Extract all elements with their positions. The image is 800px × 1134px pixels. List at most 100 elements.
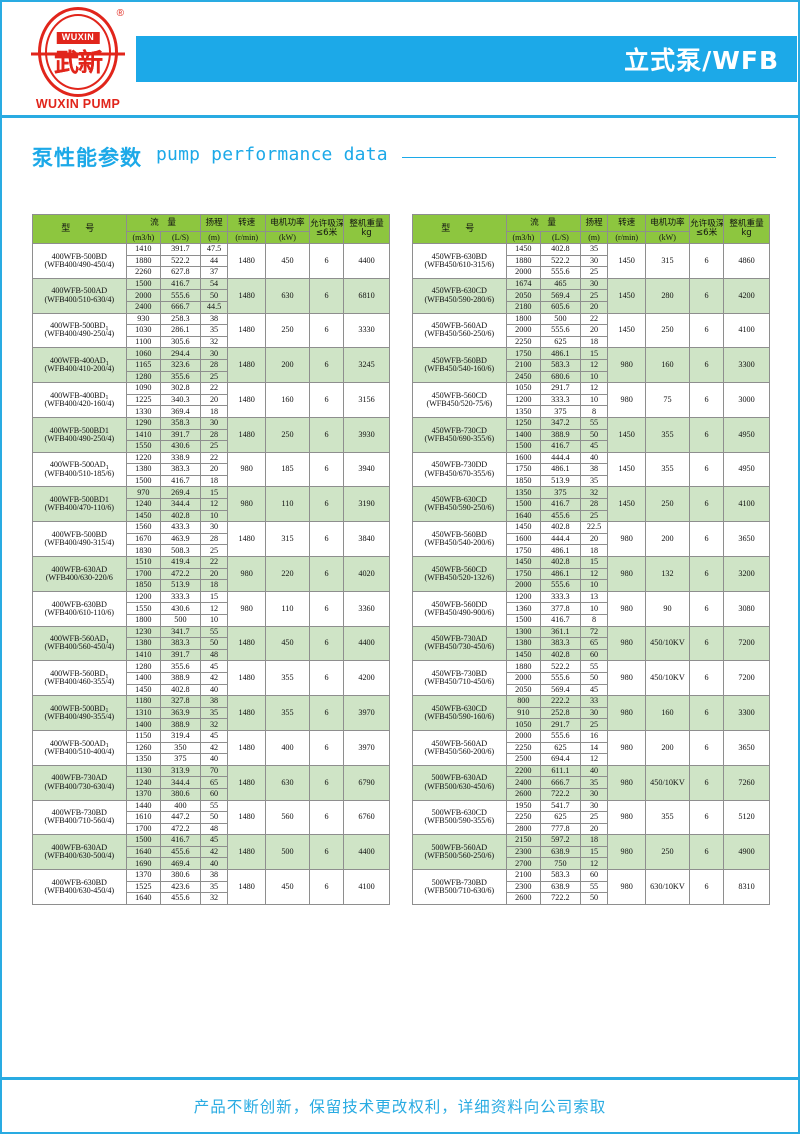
cell-speed: 980 xyxy=(607,660,646,697)
cell-flow-ls: 541.7 xyxy=(540,799,581,813)
cell-suction: 6 xyxy=(689,556,725,592)
cell-flow-ls: 555.6 xyxy=(540,266,581,279)
cell-weight: 7260 xyxy=(723,764,770,801)
cell-power: 220 xyxy=(264,556,311,592)
cell-head: 38 xyxy=(199,695,229,708)
cell-suction: 6 xyxy=(689,451,725,488)
cell-flow-m3h: 1450 xyxy=(505,521,542,534)
model-spec: (WFB400/630-500/4) xyxy=(44,851,115,861)
model-subscript: 1 xyxy=(105,672,109,680)
cell-speed: 980 xyxy=(607,625,646,662)
cell-flow-m3h: 1330 xyxy=(125,405,162,418)
cell-flow-ls: 555.6 xyxy=(540,729,581,743)
cell-head: 50 xyxy=(199,289,229,302)
table-row: 910 252.8 30 xyxy=(413,706,770,720)
table-row: 450WFB-730BD (WFB450/710-450/6) 1880 522.2 5… xyxy=(412,660,770,697)
cell-weight: 4400 xyxy=(343,834,390,871)
cell-flow-m3h: 2700 xyxy=(505,857,542,871)
cell-speed: 980 xyxy=(607,869,646,905)
cell-flow-ls: 402.8 xyxy=(540,521,581,534)
cell-flow-ls: 416.7 xyxy=(160,474,201,488)
cell-suction: 6 xyxy=(309,347,345,384)
col-flow: 流 量 xyxy=(125,214,201,232)
cell-flow-m3h: 1050 xyxy=(505,718,542,731)
cell-weight: 6790 xyxy=(343,764,390,801)
table-row: 2600 722.2 50 xyxy=(413,892,770,905)
section-heading: 泵性能参数 pump performance data xyxy=(2,118,798,200)
table-row: 1400 388.9 42 xyxy=(33,671,390,685)
unit-flow-ls: (L/S) xyxy=(160,231,201,244)
cell-model: 400WFB-500BD1 (WFB400/470-110/6) xyxy=(32,486,127,523)
cell-power: 160 xyxy=(644,347,691,384)
cell-speed: 980 xyxy=(227,590,266,627)
cell-head: 18 xyxy=(579,544,609,558)
cell-speed: 1480 xyxy=(227,729,266,766)
cell-head: 10 xyxy=(579,393,609,407)
cell-flow-ls: 486.1 xyxy=(540,463,581,476)
table-row: 1165 323.6 28 xyxy=(33,358,390,372)
cell-suction: 6 xyxy=(689,869,725,905)
cell-head: 15 xyxy=(579,845,609,859)
model-code: 400WFB-500BD xyxy=(50,321,106,331)
model-code: 400WFB-500AD xyxy=(51,286,108,296)
table-row: 1350 375 40 xyxy=(33,753,390,766)
cell-flow-ls: 340.3 xyxy=(160,393,201,407)
cell-flow-m3h: 1380 xyxy=(125,637,162,650)
cell-weight: 4100 xyxy=(723,486,770,523)
cell-speed: 1480 xyxy=(227,660,266,697)
model-code: 450WFB-630CD xyxy=(431,495,487,505)
table-row: 1600 444.4 20 xyxy=(413,532,770,546)
model-subscript: 1 xyxy=(105,463,109,471)
cell-suction: 6 xyxy=(689,834,725,871)
cell-flow-m3h: 1640 xyxy=(505,509,542,523)
cell-head: 20 xyxy=(579,300,609,314)
cell-speed: 1450 xyxy=(607,416,646,453)
cell-power: 90 xyxy=(644,590,691,627)
col-speed: 转速 xyxy=(227,214,266,232)
cell-flow-m3h: 2100 xyxy=(505,358,542,372)
cell-flow-ls: 486.1 xyxy=(540,347,581,360)
cell-head: 35 xyxy=(199,706,229,720)
col-weight: 整机重量 kg xyxy=(343,214,390,244)
cell-model: 450WFB-560CD (WFB450/520-132/6) xyxy=(412,556,507,592)
cell-weight: 4900 xyxy=(723,834,770,871)
cell-flow-ls: 605.6 xyxy=(540,300,581,314)
model-code: 450WFB-560CD xyxy=(431,390,487,400)
cell-model: 400WFB-500AD (WFB400/510-630/4) xyxy=(32,277,127,314)
table-row: 1880 522.2 44 xyxy=(33,254,390,268)
cell-model: 400WFB-500AD1 (WFB400/510-400/4) xyxy=(32,729,127,766)
cell-model: 400WFB-630BD (WFB400/610-110/6) xyxy=(32,590,127,627)
col-head: 扬程 xyxy=(579,214,609,232)
cell-head: 32 xyxy=(199,718,229,731)
cell-head: 12 xyxy=(579,358,609,372)
cell-flow-m3h: 1150 xyxy=(125,729,162,743)
unit-speed-rmin: (r/min) xyxy=(607,231,646,244)
table-row: 1100 305.6 32 xyxy=(33,335,390,349)
col-suction-label: 允许吸深 xyxy=(690,219,724,230)
header-row-primary: 型 号 流 量 扬程 转速 电机功率 允许吸深 ≤6米 整机重量 kg xyxy=(412,214,770,244)
model-code: 500WFB-630CD xyxy=(431,808,487,818)
model-spec: (WFB500/710-630/6) xyxy=(424,885,495,895)
model-code: 450WFB-560DD xyxy=(431,599,488,609)
logo-chinese-name: 武新 xyxy=(53,47,103,77)
cell-head: 12 xyxy=(199,498,229,511)
cell-head: 22.5 xyxy=(579,521,609,534)
cell-flow-m3h: 1410 xyxy=(125,648,162,662)
cell-flow-ls: 500 xyxy=(540,312,581,326)
model-spec: (WFB400/630-220/6 xyxy=(45,572,113,582)
cell-flow-ls: 694.4 xyxy=(540,753,581,766)
col-flow: 流 量 xyxy=(505,214,581,232)
cell-flow-m3h: 1400 xyxy=(505,428,542,442)
performance-table-right: 型 号 流 量 扬程 转速 电机功率 允许吸深 ≤6米 整机重量 kg xyxy=(412,214,770,905)
cell-model: 450WFB-630BD (WFB450/610-315/6) xyxy=(412,243,507,279)
cell-flow-m3h: 1180 xyxy=(125,695,162,708)
model-spec: (WFB500/560-250/6) xyxy=(424,851,495,861)
table-row: 2000 555.6 50 xyxy=(33,289,390,302)
cell-head: 60 xyxy=(199,787,229,801)
cell-model: 400WFB-400AD1 (WFB400/410-200/4) xyxy=(32,347,127,384)
cell-head: 48 xyxy=(199,648,229,662)
cell-speed: 1450 xyxy=(607,451,646,488)
cell-suction: 6 xyxy=(689,382,725,418)
cell-power: 315 xyxy=(644,243,691,279)
cell-head: 45 xyxy=(579,683,609,697)
